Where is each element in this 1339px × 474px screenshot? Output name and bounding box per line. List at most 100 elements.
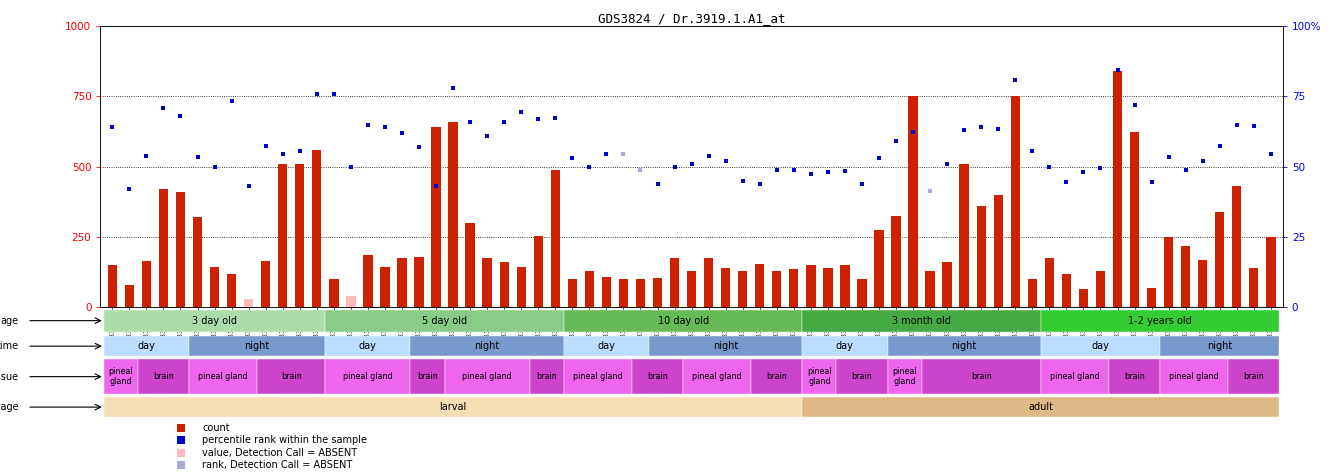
Bar: [325, 310, 564, 332]
Bar: [295, 164, 304, 308]
Point: [1004, 76, 1026, 83]
Text: pineal
gland: pineal gland: [807, 367, 832, 386]
Point: [408, 143, 430, 151]
Bar: [466, 223, 475, 308]
Point: [221, 97, 242, 104]
Bar: [347, 296, 356, 308]
Bar: [755, 264, 765, 308]
Bar: [1160, 336, 1279, 356]
Bar: [1214, 212, 1224, 308]
Point: [801, 170, 822, 178]
Bar: [550, 170, 560, 308]
Point: [494, 118, 516, 126]
Bar: [107, 265, 116, 308]
Point: [766, 166, 787, 173]
Point: [170, 437, 191, 444]
Bar: [398, 258, 407, 308]
Bar: [994, 195, 1003, 308]
Point: [426, 182, 447, 190]
Bar: [411, 336, 564, 356]
Text: brain: brain: [1244, 372, 1264, 381]
Bar: [789, 270, 798, 308]
Bar: [564, 336, 649, 356]
Bar: [363, 255, 372, 308]
Title: GDS3824 / Dr.3919.1.A1_at: GDS3824 / Dr.3919.1.A1_at: [597, 12, 786, 25]
Bar: [585, 271, 595, 308]
Point: [307, 90, 328, 97]
Bar: [751, 359, 802, 394]
Point: [647, 180, 668, 187]
Text: night: night: [245, 341, 269, 351]
Bar: [226, 273, 236, 308]
Text: brain: brain: [418, 372, 438, 381]
Text: pineal
gland: pineal gland: [892, 367, 917, 386]
Text: pineal gland: pineal gland: [343, 372, 392, 381]
Bar: [1267, 237, 1276, 308]
Bar: [380, 267, 390, 308]
Bar: [499, 263, 509, 308]
Point: [953, 127, 975, 134]
Bar: [568, 279, 577, 308]
Point: [732, 177, 754, 185]
Bar: [414, 257, 423, 308]
Point: [170, 112, 191, 120]
Bar: [257, 359, 325, 394]
Point: [1227, 121, 1248, 128]
Point: [902, 128, 924, 136]
Bar: [976, 206, 986, 308]
Text: night: night: [714, 341, 738, 351]
Point: [477, 132, 498, 140]
Bar: [449, 122, 458, 308]
Text: brain: brain: [1125, 372, 1145, 381]
Bar: [482, 258, 491, 308]
Point: [1055, 178, 1077, 186]
Text: 1-2 years old: 1-2 years old: [1129, 316, 1192, 326]
Text: pineal gland: pineal gland: [198, 372, 248, 381]
Bar: [1198, 260, 1208, 308]
Point: [1090, 164, 1111, 172]
Bar: [874, 230, 884, 308]
Text: day: day: [138, 341, 155, 351]
Point: [1107, 66, 1129, 73]
Bar: [720, 268, 730, 308]
Point: [170, 449, 191, 456]
Point: [1174, 166, 1196, 173]
Bar: [738, 271, 747, 308]
Point: [578, 163, 600, 171]
Point: [1243, 122, 1264, 130]
Text: brain: brain: [852, 372, 872, 381]
Point: [545, 114, 566, 121]
Bar: [1040, 336, 1160, 356]
Text: 3 day old: 3 day old: [191, 316, 237, 326]
Point: [391, 129, 412, 137]
Text: day: day: [836, 341, 854, 351]
Bar: [908, 96, 917, 308]
Bar: [1113, 71, 1122, 308]
Bar: [802, 359, 837, 394]
Point: [885, 137, 907, 145]
Point: [936, 160, 957, 168]
Bar: [670, 258, 679, 308]
Point: [153, 104, 174, 111]
Point: [920, 187, 941, 194]
Bar: [823, 268, 833, 308]
Bar: [329, 279, 339, 308]
Bar: [1232, 186, 1241, 308]
Point: [1039, 163, 1060, 171]
Point: [868, 155, 889, 162]
Bar: [193, 218, 202, 308]
Text: brain: brain: [647, 372, 668, 381]
Bar: [1109, 359, 1160, 394]
Text: adult: adult: [1028, 402, 1054, 412]
Text: brain: brain: [971, 372, 992, 381]
Text: 3 month old: 3 month old: [892, 316, 951, 326]
Point: [289, 147, 311, 155]
Bar: [325, 359, 411, 394]
Text: pineal gland: pineal gland: [1169, 372, 1218, 381]
Bar: [841, 265, 850, 308]
Point: [170, 462, 191, 469]
Point: [340, 163, 362, 171]
Text: pineal gland: pineal gland: [692, 372, 742, 381]
Bar: [189, 336, 325, 356]
Bar: [1027, 279, 1036, 308]
